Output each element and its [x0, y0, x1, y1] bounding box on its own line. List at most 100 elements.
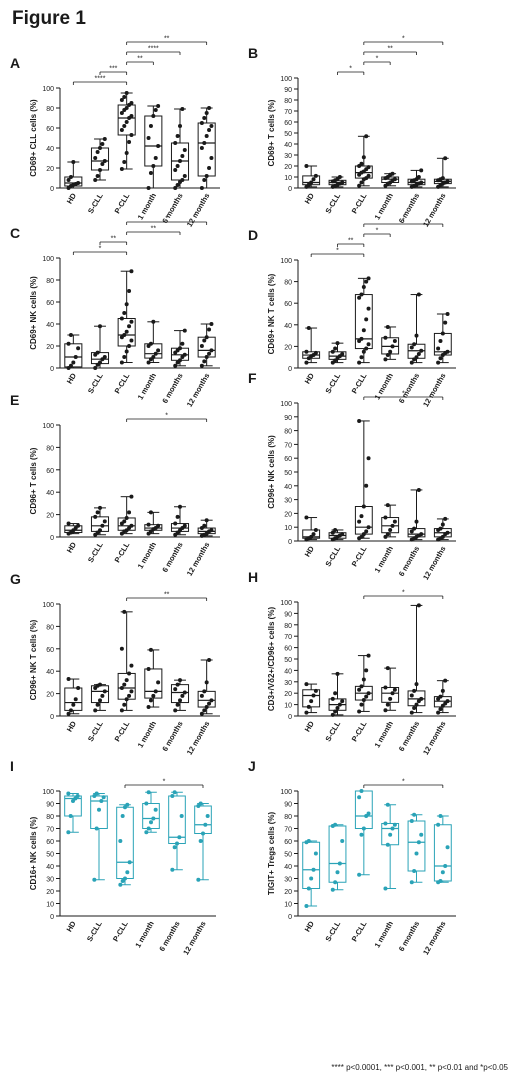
data-point: [340, 839, 345, 843]
data-point: [182, 523, 187, 528]
significance-label: *: [402, 36, 405, 43]
box-iqr: [144, 115, 163, 167]
y-tick-label: 80: [46, 624, 54, 631]
box-iqr: [116, 806, 134, 879]
data-point: [95, 174, 100, 178]
y-tick-label: 30: [284, 680, 292, 687]
data-point: [124, 349, 129, 354]
data-point: [416, 175, 421, 179]
data-point: [364, 134, 369, 139]
panel-i: I 0 10 20 30 40 50 60 70 80 90 100 CD16+ NK cells (%…: [10, 758, 216, 956]
data-point: [313, 173, 318, 178]
data-point: [204, 355, 209, 359]
box-iqr: [381, 517, 400, 534]
data-point: [337, 861, 342, 866]
data-point: [129, 663, 134, 668]
panel-e: E 0 20 40 60 80 100 CD96+ T cells (%) HD S-CLL P-C…: [10, 392, 220, 577]
y-axis-label: CD16+ NK cells (%): [29, 816, 38, 890]
box-group: [407, 812, 426, 885]
y-tick-label: 40: [46, 669, 54, 676]
data-point: [179, 814, 184, 818]
data-point: [76, 346, 81, 351]
significance-label: **: [387, 46, 393, 53]
data-point: [309, 876, 314, 881]
box-group: [90, 791, 108, 882]
panel-c: C 0 20 40 60 80 100 CD69+ NK cells (%) HD S-CLL P-…: [10, 216, 220, 408]
box-iqr: [381, 687, 400, 703]
data-point: [93, 708, 98, 713]
data-point: [76, 686, 81, 690]
data-point: [392, 519, 397, 524]
panel-letter: I: [10, 758, 14, 774]
data-point: [127, 344, 132, 348]
significance-label: **: [164, 36, 170, 43]
y-tick-label: 100: [280, 401, 292, 408]
box-iqr: [117, 104, 136, 136]
data-point: [199, 186, 204, 190]
data-point: [202, 178, 207, 182]
data-point: [419, 348, 424, 353]
data-point: [359, 292, 364, 297]
data-point: [71, 702, 76, 707]
data-point: [199, 146, 204, 150]
x-tick-label: P-CLL: [113, 719, 132, 743]
data-point: [209, 348, 214, 353]
data-point: [151, 355, 156, 359]
data-point: [390, 691, 395, 696]
box-group: [302, 682, 321, 715]
box-iqr: [354, 294, 373, 350]
y-tick-label: 70: [284, 634, 292, 641]
data-point: [359, 789, 364, 793]
panel-b: B 0 10 20 30 40 50 60 70 80 90 100 CD69+ T cells (%)…: [248, 36, 456, 228]
data-point: [178, 124, 182, 128]
data-point: [388, 527, 393, 532]
data-point: [383, 821, 388, 826]
significance-bracket: ****: [72, 76, 128, 85]
significance-label: **: [348, 238, 354, 245]
box-group: [197, 658, 216, 716]
data-point: [153, 108, 158, 112]
data-point: [98, 360, 102, 365]
y-tick-label: 0: [50, 366, 54, 373]
data-point: [98, 698, 102, 703]
y-tick-label: 20: [46, 166, 54, 173]
data-point: [173, 186, 178, 190]
data-point: [76, 181, 81, 185]
data-point: [119, 708, 124, 713]
data-point: [390, 171, 395, 176]
data-point: [306, 326, 311, 331]
y-axis-label: CD96+ T cells (%): [29, 447, 38, 514]
data-point: [172, 790, 177, 795]
data-point: [359, 161, 364, 166]
significance-label: *: [402, 590, 405, 597]
data-point: [75, 794, 80, 798]
data-point: [385, 353, 390, 358]
data-point: [100, 142, 105, 146]
data-point: [93, 156, 98, 160]
data-point: [122, 124, 127, 128]
data-point: [361, 155, 366, 160]
data-point: [304, 164, 309, 168]
box-group: [433, 516, 452, 542]
data-point: [175, 134, 180, 138]
box-group: [354, 134, 373, 188]
data-point: [196, 804, 201, 808]
x-tick-label: S-CLL: [86, 540, 105, 564]
box-group: [354, 276, 373, 365]
data-point: [100, 693, 105, 698]
y-tick-label: 80: [284, 280, 292, 287]
box-iqr: [64, 687, 83, 711]
figure-title: Figure 1: [12, 8, 86, 29]
data-point: [95, 350, 100, 355]
data-point: [178, 504, 182, 509]
box-group: [328, 671, 347, 717]
data-point: [127, 510, 132, 515]
x-tick-label: P-CLL: [113, 371, 132, 395]
data-point: [412, 869, 417, 873]
data-point: [392, 687, 397, 692]
data-point: [146, 790, 151, 795]
box-group: [170, 328, 190, 368]
box-group: [433, 312, 452, 365]
y-tick-label: 0: [50, 186, 54, 193]
data-point: [357, 418, 362, 423]
